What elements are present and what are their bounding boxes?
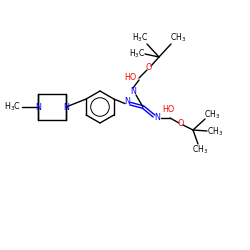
Text: O: O [178, 120, 184, 128]
Text: N: N [35, 102, 41, 112]
Text: N: N [154, 114, 160, 122]
Text: HO: HO [162, 104, 174, 114]
Text: N: N [63, 102, 69, 112]
Text: N: N [124, 97, 130, 106]
Text: CH$_3$: CH$_3$ [204, 109, 220, 121]
Text: H$_3$C: H$_3$C [132, 32, 148, 44]
Text: H$_3$C: H$_3$C [4, 101, 21, 113]
Text: CH$_3$: CH$_3$ [192, 144, 208, 156]
Text: CH$_3$: CH$_3$ [170, 32, 186, 44]
Text: HO: HO [124, 72, 136, 82]
Text: CH$_3$: CH$_3$ [207, 126, 223, 138]
Text: O: O [146, 64, 152, 72]
Text: N: N [130, 88, 136, 96]
Text: H$_3$C: H$_3$C [129, 48, 145, 60]
